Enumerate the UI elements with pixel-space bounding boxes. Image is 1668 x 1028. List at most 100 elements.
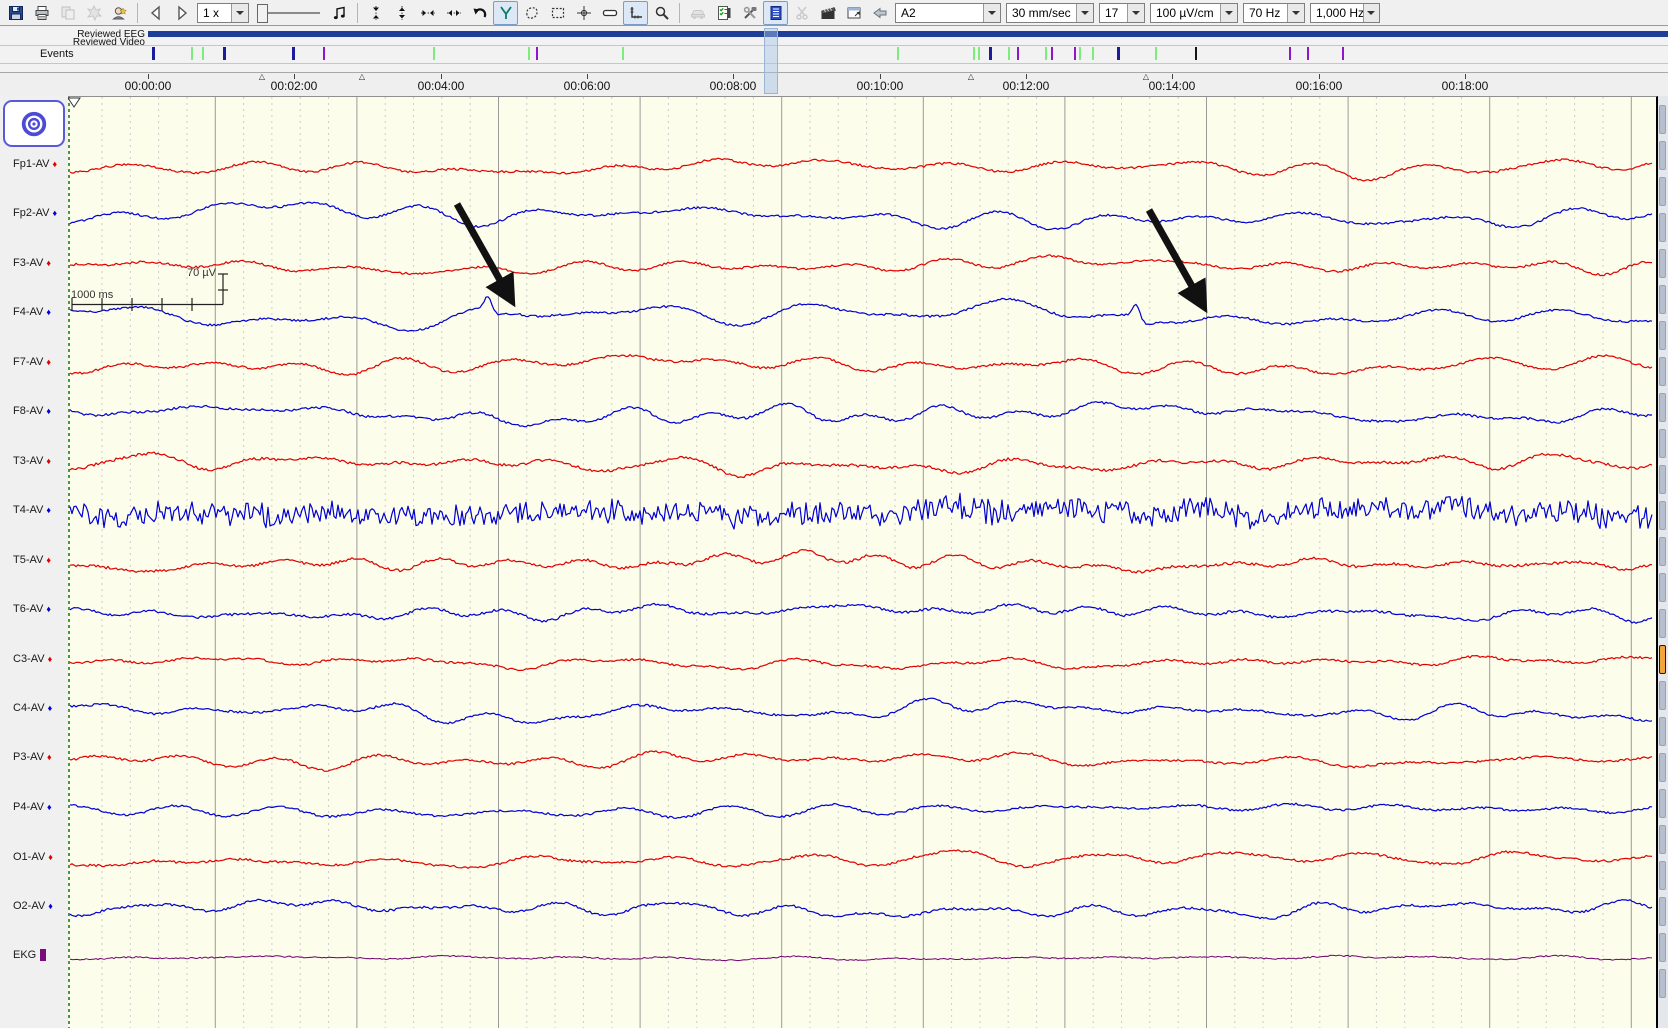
chevron-down-icon[interactable] bbox=[1362, 3, 1379, 22]
trace-fp2-av[interactable] bbox=[69, 201, 1653, 231]
event-marker[interactable] bbox=[1017, 47, 1019, 60]
slider-thumb[interactable] bbox=[257, 3, 268, 23]
speed-select[interactable]: 30 mm/sec bbox=[1006, 2, 1094, 23]
channel-label-t4-av[interactable]: T4-AV ♦ bbox=[13, 504, 51, 516]
event-marker[interactable] bbox=[622, 47, 624, 60]
video-button[interactable] bbox=[815, 1, 840, 25]
event-marker[interactable] bbox=[191, 47, 193, 60]
channel-segment[interactable] bbox=[1659, 537, 1666, 566]
checklist-button[interactable] bbox=[711, 1, 736, 25]
event-marker[interactable] bbox=[989, 47, 992, 60]
channel-segment[interactable] bbox=[1659, 177, 1666, 206]
montage-panel-button[interactable] bbox=[763, 0, 788, 25]
trace-f8-av[interactable] bbox=[69, 401, 1653, 428]
channel-segment[interactable] bbox=[1659, 393, 1666, 422]
trace-t3-av[interactable] bbox=[69, 451, 1653, 479]
channel-segment[interactable] bbox=[1659, 897, 1666, 926]
slider-track[interactable] bbox=[266, 11, 320, 14]
event-marker[interactable] bbox=[1195, 47, 1197, 60]
trace-f4-av[interactable] bbox=[69, 296, 1653, 332]
channel-label-o1-av[interactable]: O1-AV ♦ bbox=[13, 851, 53, 863]
event-marker[interactable] bbox=[1342, 47, 1344, 60]
compress-time-button[interactable] bbox=[415, 1, 440, 25]
channel-segment[interactable] bbox=[1659, 285, 1666, 314]
eeg-traces[interactable] bbox=[68, 97, 1656, 1028]
channel-segment[interactable] bbox=[1659, 573, 1666, 602]
event-marker[interactable] bbox=[1074, 47, 1076, 60]
trace-t4-av[interactable] bbox=[69, 492, 1653, 530]
channel-label-fp1-av[interactable]: Fp1-AV ♦ bbox=[13, 158, 57, 170]
channel-segment[interactable] bbox=[1659, 357, 1666, 386]
trace-o1-av[interactable] bbox=[69, 849, 1653, 869]
zoom-tool-button[interactable] bbox=[649, 1, 674, 25]
trace-f7-av[interactable] bbox=[69, 354, 1653, 376]
chevron-down-icon[interactable] bbox=[983, 3, 1000, 22]
event-marker[interactable] bbox=[973, 47, 975, 60]
audio-button[interactable] bbox=[327, 1, 352, 25]
channel-label-t5-av[interactable]: T5-AV ♦ bbox=[13, 554, 51, 566]
channel-segment[interactable] bbox=[1659, 141, 1666, 170]
channel-segment[interactable] bbox=[1659, 321, 1666, 350]
event-marker[interactable] bbox=[1008, 47, 1010, 60]
event-marker[interactable] bbox=[978, 47, 980, 60]
channel-segment[interactable] bbox=[1659, 249, 1666, 278]
event-marker[interactable] bbox=[323, 47, 325, 60]
trace-t6-av[interactable] bbox=[69, 602, 1653, 624]
channel-label-t3-av[interactable]: T3-AV ♦ bbox=[13, 455, 51, 467]
sensitivity-select[interactable]: 100 µV/cm bbox=[1150, 2, 1238, 23]
channel-label-ekg[interactable]: EKG bbox=[13, 949, 47, 961]
event-marker[interactable] bbox=[1092, 47, 1094, 60]
page-marker-icon[interactable]: △ bbox=[967, 72, 975, 81]
channel-segment[interactable] bbox=[1659, 213, 1666, 242]
trace-f3-av[interactable] bbox=[70, 254, 1652, 277]
trace-o2-av[interactable] bbox=[69, 898, 1653, 920]
chevron-down-icon[interactable] bbox=[1076, 3, 1093, 22]
trace-ekg[interactable] bbox=[69, 954, 1653, 962]
trace-t5-av[interactable] bbox=[69, 549, 1653, 574]
channel-label-f7-av[interactable]: F7-AV ♦ bbox=[13, 356, 51, 368]
event-marker[interactable] bbox=[1117, 47, 1120, 60]
page-marker-icon[interactable]: △ bbox=[258, 72, 266, 81]
event-marker[interactable] bbox=[1045, 47, 1047, 60]
next-page-button[interactable] bbox=[169, 1, 194, 25]
channel-segment[interactable] bbox=[1659, 717, 1666, 746]
channel-label-p4-av[interactable]: P4-AV ♦ bbox=[13, 801, 52, 813]
channel-segment[interactable] bbox=[1659, 789, 1666, 818]
channel-segment-highlighted[interactable] bbox=[1659, 645, 1666, 674]
settings-tools-button[interactable] bbox=[737, 1, 762, 25]
channel-segment[interactable] bbox=[1659, 861, 1666, 890]
channel-count-select[interactable]: 17 bbox=[1099, 2, 1145, 23]
channel-label-c3-av[interactable]: C3-AV ♦ bbox=[13, 653, 52, 665]
channel-label-f8-av[interactable]: F8-AV ♦ bbox=[13, 405, 51, 417]
print-button[interactable] bbox=[29, 1, 54, 25]
montage-select[interactable]: A2 bbox=[895, 2, 1001, 23]
annotation-tool-button[interactable] bbox=[597, 1, 622, 25]
event-marker[interactable] bbox=[1289, 47, 1291, 60]
channel-label-f4-av[interactable]: F4-AV ♦ bbox=[13, 306, 51, 318]
eeg-trace-area[interactable]: 70 µV 1000 ms bbox=[68, 96, 1658, 1028]
channel-segment[interactable] bbox=[1659, 933, 1666, 962]
page-step-select[interactable]: 1 x bbox=[197, 2, 249, 23]
expand-time-button[interactable] bbox=[441, 1, 466, 25]
save-button[interactable] bbox=[3, 1, 28, 25]
channel-segment[interactable] bbox=[1659, 465, 1666, 494]
channel-label-fp2-av[interactable]: Fp2-AV ♦ bbox=[13, 207, 57, 219]
event-marker[interactable] bbox=[1079, 47, 1081, 60]
page-marker-icon[interactable]: △ bbox=[1142, 72, 1150, 81]
trace-c3-av[interactable] bbox=[69, 655, 1653, 672]
chevron-down-icon[interactable] bbox=[1127, 3, 1144, 22]
undo-button[interactable] bbox=[467, 1, 492, 25]
trace-p4-av[interactable] bbox=[69, 802, 1653, 819]
event-marker[interactable] bbox=[292, 47, 295, 60]
event-marker[interactable] bbox=[433, 47, 435, 60]
position-slider[interactable] bbox=[256, 3, 322, 23]
channel-segment[interactable] bbox=[1659, 429, 1666, 458]
event-marker[interactable] bbox=[202, 47, 204, 60]
chevron-down-icon[interactable] bbox=[1220, 3, 1237, 22]
event-marker[interactable] bbox=[152, 47, 155, 60]
page-marker-icon[interactable]: △ bbox=[358, 72, 366, 81]
channel-segment[interactable] bbox=[1659, 825, 1666, 854]
prev-page-button[interactable] bbox=[143, 1, 168, 25]
caliper-tool-button[interactable] bbox=[493, 0, 518, 25]
channel-strip-scrollbar[interactable] bbox=[1658, 96, 1668, 1028]
